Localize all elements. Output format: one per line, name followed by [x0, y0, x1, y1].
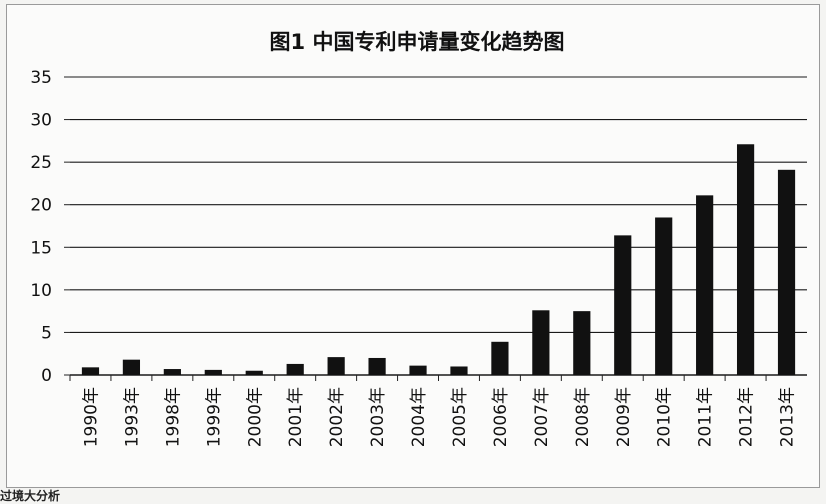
- bar: [777, 169, 796, 375]
- bar: [368, 357, 386, 375]
- x-tick-label: 2001年: [286, 387, 306, 447]
- y-tick-label: 10: [30, 281, 52, 301]
- bar: [491, 341, 509, 375]
- y-tick-label: 30: [30, 111, 52, 131]
- bar: [696, 195, 714, 375]
- x-tick-label: 2000年: [245, 387, 265, 447]
- x-tick-label: 2011年: [696, 387, 716, 447]
- bar: [204, 369, 222, 375]
- y-tick-label: 20: [30, 196, 52, 216]
- x-tick-label: 2005年: [450, 387, 470, 447]
- chart-title: 图1 中国专利申请量变化趋势图: [270, 30, 565, 54]
- x-tick-label: 1993年: [122, 387, 142, 447]
- bar: [163, 369, 181, 375]
- x-tick-label: 2007年: [532, 387, 552, 447]
- x-tick-label: 2012年: [737, 387, 757, 447]
- x-axis: 1990年 1993年 1998年 1999年 2000年 2001年 2002年 2003年…: [69, 375, 798, 447]
- bar: [614, 235, 632, 375]
- x-tick-label: 2006年: [491, 387, 511, 447]
- x-tick-label: 2002年: [327, 387, 347, 447]
- bar: [245, 370, 263, 375]
- bar: [450, 366, 468, 375]
- x-tick-label: 1998年: [163, 387, 183, 447]
- x-tick-label: 2008年: [573, 387, 593, 447]
- bar: [655, 217, 673, 375]
- y-axis: 0 5 10 15 20 25 30 35: [30, 68, 70, 386]
- chart-frame: 图1 中国专利申请量变化趋势图 0 5 10 15 20 25 30 35 1990年 1993…: [6, 4, 820, 488]
- chart: 图1 中国专利申请量变化趋势图 0 5 10 15 20 25 30 35 1990年 1993…: [30, 30, 807, 447]
- y-tick-label: 5: [41, 323, 52, 343]
- x-tick-label: 2013年: [778, 387, 798, 447]
- y-tick-label: 25: [30, 153, 52, 173]
- x-tick-label: 2003年: [368, 387, 388, 447]
- bar: [573, 311, 591, 375]
- footer-text-fragment: 过境大分析: [0, 489, 61, 503]
- y-tick-label: 35: [30, 68, 52, 88]
- x-tick-label: 2010年: [655, 387, 675, 447]
- bar: [736, 144, 755, 375]
- bar: [286, 363, 304, 375]
- y-tick-label: 0: [41, 366, 52, 386]
- x-tick-label: 1990年: [81, 387, 101, 447]
- bars: [81, 144, 796, 375]
- bar: [122, 359, 141, 375]
- bar: [532, 310, 550, 375]
- x-tick-label: 2009年: [614, 387, 634, 447]
- bar: [81, 367, 100, 375]
- bar: [409, 365, 427, 375]
- y-tick-label: 15: [30, 238, 52, 258]
- x-tick-label: 2004年: [409, 387, 429, 447]
- x-tick-label: 1999年: [204, 387, 224, 447]
- bar: [327, 357, 345, 375]
